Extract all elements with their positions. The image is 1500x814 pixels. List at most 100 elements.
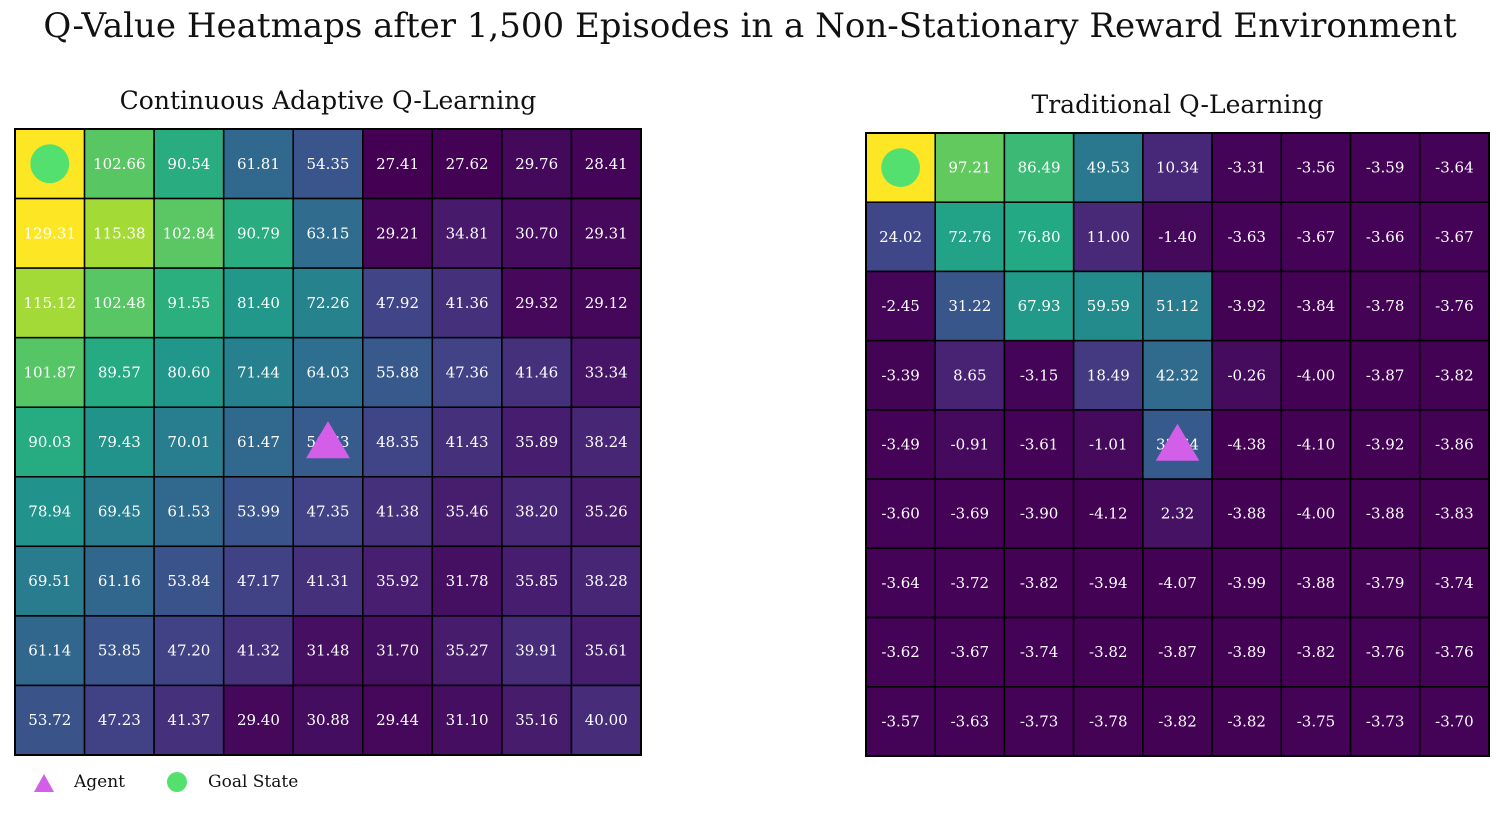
right-cell-label-r1-c7: -3.66 — [1366, 228, 1404, 246]
right-cell-r5-c3 — [1072, 478, 1144, 550]
left-cell-label-r0-c3: 61.81 — [237, 155, 280, 173]
left-cell-r3-c1 — [83, 336, 155, 408]
right-cell-label-r2-c7: -3.78 — [1366, 297, 1404, 315]
left-cell-r5-c4 — [292, 476, 364, 548]
left-cell-label-r4-c6: 41.43 — [446, 433, 489, 451]
right-heatmap: 97.21 86.49 49.53 10.34 -3.31 -3.56 -3.59 -3.64… — [865, 132, 1490, 757]
left-cell-label-r7-c2: 47.20 — [167, 642, 210, 660]
left-cell-r3-c8 — [570, 336, 642, 408]
right-cell-label-r7-c6: -3.82 — [1297, 643, 1335, 661]
right-cell-label-r8-c6: -3.75 — [1297, 712, 1335, 730]
left-cell-label-r5-c8: 35.26 — [585, 503, 628, 521]
left-cell-label-r2-c6: 41.36 — [446, 294, 489, 312]
right-cell-r4-c7 — [1349, 409, 1421, 480]
right-cell-label-r2-c6: -3.84 — [1297, 297, 1335, 315]
right-cell-label-r3-c1: 8.65 — [953, 366, 986, 384]
right-cell-r1-c7 — [1349, 201, 1421, 273]
right-cell-label-r6-c8: -3.74 — [1435, 574, 1473, 592]
left-cell-label-r7-c5: 31.70 — [376, 642, 419, 660]
right-cell-label-r6-c1: -3.72 — [951, 574, 989, 592]
left-cell-r6-c0 — [14, 545, 86, 617]
left-cell-label-r7-c4: 31.48 — [307, 642, 350, 660]
right-cell-label-r8-c5: -3.82 — [1227, 712, 1265, 730]
left-cell-label-r3-c2: 80.60 — [167, 363, 210, 381]
right-cell-label-r1-c3: 11.00 — [1087, 228, 1130, 246]
left-cell-r3-c3 — [222, 336, 294, 408]
left-cell-r0-c1 — [83, 128, 155, 200]
left-cell-label-r6-c2: 53.84 — [167, 572, 210, 590]
left-cell-label-r6-c0: 69.51 — [28, 572, 71, 590]
left-cell-r4-c5 — [362, 406, 434, 478]
left-cell-label-r3-c6: 47.36 — [446, 363, 489, 381]
right-cell-label-r8-c3: -3.78 — [1089, 712, 1127, 730]
right-cell-r6-c8 — [1419, 547, 1490, 619]
right-cell-label-r4-c3: -1.01 — [1089, 436, 1127, 454]
right-cell-r0-c3 — [1072, 132, 1144, 203]
right-cell-label-r7-c3: -3.82 — [1089, 643, 1127, 661]
left-cell-label-r8-c6: 31.10 — [446, 711, 489, 729]
left-cell-label-r6-c7: 35.85 — [515, 572, 558, 590]
right-cell-r1-c0 — [865, 201, 936, 273]
right-cell-label-r6-c2: -3.82 — [1020, 574, 1058, 592]
right-cell-label-r2-c8: -3.76 — [1435, 297, 1473, 315]
left-cell-label-r1-c7: 30.70 — [515, 224, 558, 242]
left-cell-r5-c1 — [83, 476, 155, 548]
left-cell-label-r6-c4: 41.31 — [307, 572, 350, 590]
figure-title: Q-Value Heatmaps after 1,500 Episodes in… — [43, 6, 1457, 46]
left-cell-r4-c3 — [222, 406, 294, 478]
left-cell-label-r1-c6: 34.81 — [446, 224, 489, 242]
right-cell-label-r2-c3: 59.59 — [1087, 297, 1130, 315]
right-cells — [865, 132, 1490, 757]
right-cell-label-r2-c5: -3.92 — [1227, 297, 1265, 315]
left-cell-label-r8-c4: 30.88 — [307, 711, 350, 729]
right-heatmap-border — [865, 132, 1490, 757]
right-cell-r4-c2 — [1003, 409, 1075, 480]
left-cell-r8-c0 — [14, 684, 86, 756]
right-cell-r4-c6 — [1280, 409, 1352, 480]
left-cell-r5-c3 — [222, 476, 294, 548]
left-cell-r5-c5 — [362, 476, 434, 548]
right-cell-label-r4-c2: -3.61 — [1020, 436, 1058, 454]
right-cell-r1-c1 — [934, 201, 1006, 273]
left-cell-label-r8-c7: 35.16 — [515, 711, 558, 729]
right-cell-labels: 97.21 86.49 49.53 10.34 -3.31 -3.56 -3.59 -3.64… — [879, 159, 1473, 731]
left-cell-label-r5-c6: 35.46 — [446, 503, 489, 521]
left-cell-labels: 102.66 90.54 61.81 54.35 27.41 27.62 29.76 28.4… — [24, 155, 628, 729]
right-cell-label-r4-c6: -4.10 — [1297, 436, 1335, 454]
left-cell-label-r7-c6: 35.27 — [446, 642, 489, 660]
right-cell-r0-c4 — [1142, 132, 1213, 203]
left-cell-label-r2-c5: 47.92 — [376, 294, 419, 312]
left-cell-label-r8-c3: 29.40 — [237, 711, 280, 729]
left-cell-label-r3-c0: 101.87 — [24, 363, 77, 381]
left-cell-r0-c5 — [362, 128, 434, 200]
right-cell-label-r5-c4: 2.32 — [1161, 505, 1194, 523]
right-cell-label-r6-c0: -3.64 — [881, 574, 919, 592]
right-cell-label-r8-c4: -3.82 — [1158, 712, 1196, 730]
right-cell-label-r0-c7: -3.59 — [1366, 159, 1404, 177]
left-cell-r2-c8 — [570, 267, 642, 339]
left-cell-r8-c4 — [292, 684, 364, 756]
left-cell-r2-c1 — [83, 267, 155, 339]
left-cell-label-r8-c0: 53.72 — [28, 711, 71, 729]
left-cell-label-r2-c0: 115.12 — [24, 294, 77, 312]
right-cell-r6-c2 — [1003, 547, 1075, 619]
left-cell-label-r7-c3: 41.32 — [237, 642, 280, 660]
left-cell-r7-c5 — [362, 615, 434, 687]
left-cell-r2-c0 — [14, 267, 86, 339]
left-cell-label-r4-c7: 35.89 — [515, 433, 558, 451]
right-cell-r2-c5 — [1211, 270, 1283, 342]
right-cell-label-r0-c3: 49.53 — [1087, 159, 1130, 177]
right-cell-r0-c7 — [1349, 132, 1421, 203]
right-cell-label-r2-c0: -2.45 — [881, 297, 919, 315]
right-agent-marker — [1155, 423, 1200, 461]
left-cell-r1-c0 — [14, 197, 86, 269]
right-cell-label-r1-c4: -1.40 — [1158, 228, 1196, 246]
left-cell-label-r3-c1: 89.57 — [98, 363, 141, 381]
left-cell-r2-c4 — [292, 267, 364, 339]
right-cell-label-r8-c8: -3.70 — [1435, 712, 1473, 730]
right-cell-label-r2-c2: 67.93 — [1018, 297, 1061, 315]
right-cell-label-r4-c0: -3.49 — [881, 436, 919, 454]
left-cell-r1-c7 — [501, 197, 573, 269]
legend-agent-label: Agent — [74, 772, 125, 792]
left-cell-label-r8-c8: 40.00 — [585, 711, 628, 729]
